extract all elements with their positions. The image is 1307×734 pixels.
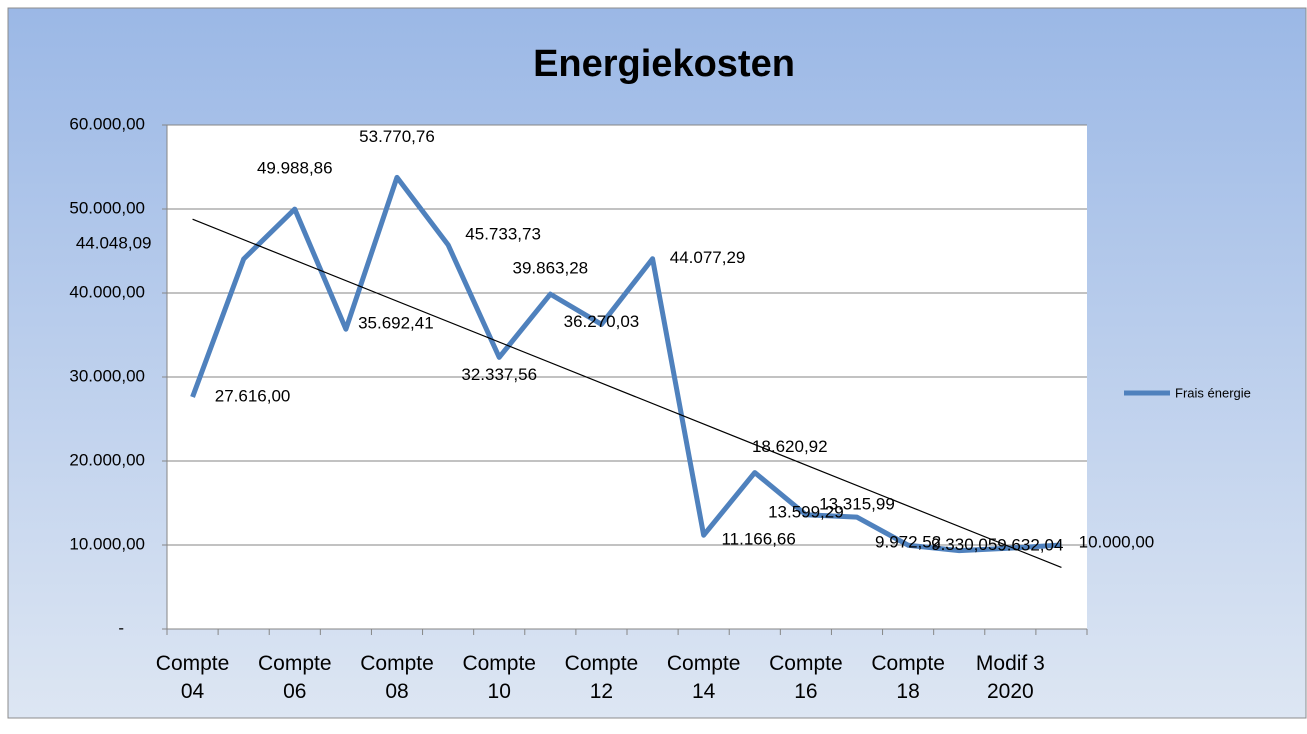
x-tick-label: Compte 14 [667, 652, 741, 703]
trendline [192, 218, 1062, 568]
data-label: 13.315,99 [819, 495, 895, 514]
x-tick-label-line: 12 [590, 680, 613, 703]
data-label: 32.337,56 [461, 365, 537, 384]
data-line [190, 174, 1062, 554]
x-tick-label-line: 06 [283, 680, 306, 703]
data-label: 45.733,73 [465, 224, 541, 243]
x-tick-label-line: Compte [565, 652, 639, 675]
x-tick-label-line: Compte [156, 652, 230, 675]
y-tick-label: 60.000,00 [69, 114, 145, 133]
x-tick-label-line: 08 [385, 680, 408, 703]
data-label: 10.000,00 [1079, 532, 1155, 551]
x-tick-label-line: Compte [360, 652, 434, 675]
x-tick-label-line: 14 [692, 680, 716, 703]
x-tick-label-line: Compte [258, 652, 332, 675]
x-tick-label: Compte 12 [565, 652, 639, 703]
x-tick-label: Modif 3 2020 [976, 652, 1045, 703]
x-tick-label-line: Compte [462, 652, 536, 675]
data-label: 18.620,92 [752, 437, 828, 456]
x-tick-label-line: 04 [181, 680, 205, 703]
y-tick-label: 20.000,00 [69, 450, 145, 469]
x-tick-label-line: Compte [769, 652, 843, 675]
data-label: 27.616,00 [215, 387, 291, 406]
x-tick-label-line: Compte [871, 652, 945, 675]
x-tick-label: Compte 04 [156, 652, 230, 703]
y-tick-label: 30.000,00 [69, 366, 145, 385]
data-label: 9.632,04 [997, 536, 1063, 555]
data-label: 49.988,86 [257, 159, 333, 178]
data-label: 39.863,28 [513, 259, 589, 278]
x-tick-label-line: 16 [794, 680, 817, 703]
x-tick-label-line: 10 [488, 680, 511, 703]
x-tick-label-line: Compte [667, 652, 741, 675]
data-label: 44.077,29 [670, 248, 746, 267]
x-tick-label-line: 18 [896, 680, 919, 703]
y-tick-label: 40.000,00 [69, 282, 145, 301]
data-label: 9.972,52 [875, 533, 941, 552]
x-tick-label: Compte 10 [462, 652, 536, 703]
x-tick-label: Compte 08 [360, 652, 434, 703]
data-label: 36.270,03 [564, 312, 640, 331]
y-tick-label: 50.000,00 [69, 198, 145, 217]
y-tick-label: 10.000,00 [69, 534, 145, 553]
x-tick-label-line: Modif 3 [976, 652, 1045, 675]
data-label: 35.692,41 [358, 314, 434, 333]
x-tick-label: Compte 16 [769, 652, 843, 703]
data-label: 13.599,29 [768, 502, 844, 521]
data-label: 53.770,76 [359, 127, 435, 146]
y-tick-label: - [118, 618, 124, 637]
legend-label: Frais énergie [1175, 385, 1251, 400]
data-label: 9.330,05 [931, 535, 997, 554]
x-tick-label: Compte 06 [258, 652, 332, 703]
x-tick-label: Compte 18 [871, 652, 945, 703]
chart-title: Energiekosten [533, 43, 795, 85]
data-label: 44.048,09 [76, 233, 152, 252]
data-label: 11.166,66 [721, 530, 795, 549]
x-tick-label-line: 2020 [987, 680, 1034, 703]
